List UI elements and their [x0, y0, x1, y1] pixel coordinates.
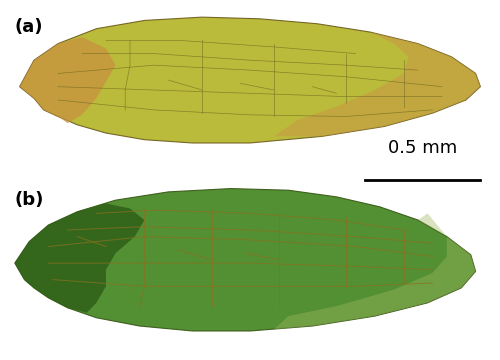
- Polygon shape: [274, 32, 480, 136]
- Polygon shape: [20, 37, 116, 123]
- Text: (b): (b): [15, 191, 44, 209]
- Polygon shape: [20, 17, 480, 143]
- Polygon shape: [15, 203, 144, 313]
- Polygon shape: [15, 189, 475, 331]
- Polygon shape: [274, 213, 475, 329]
- Text: (a): (a): [15, 18, 44, 36]
- Text: 0.5 mm: 0.5 mm: [388, 139, 457, 157]
